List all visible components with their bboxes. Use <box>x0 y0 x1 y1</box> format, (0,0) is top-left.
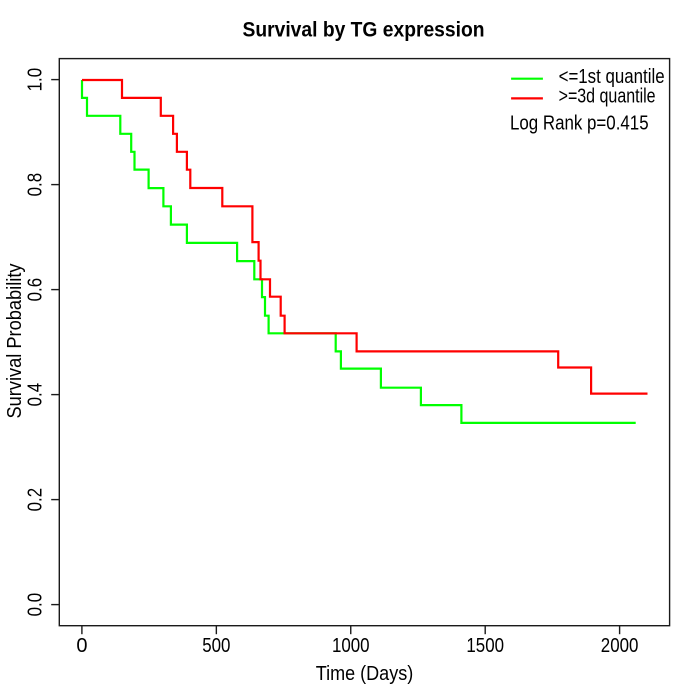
svg-text:0.0: 0.0 <box>25 593 47 617</box>
svg-text:0.8: 0.8 <box>25 173 47 197</box>
svg-text:Survival Probability: Survival Probability <box>4 264 26 419</box>
svg-text:1000: 1000 <box>332 635 370 657</box>
svg-text:1500: 1500 <box>466 635 504 657</box>
svg-text:0.4: 0.4 <box>25 383 47 407</box>
svg-text:Survival by TG expression: Survival by TG expression <box>243 18 485 41</box>
svg-text:0: 0 <box>76 635 87 657</box>
svg-text:0.6: 0.6 <box>25 278 47 302</box>
svg-text:Time (Days): Time (Days) <box>316 663 414 685</box>
svg-text:2000: 2000 <box>601 635 639 657</box>
svg-text:1.0: 1.0 <box>25 68 47 92</box>
svg-text:<=1st quantile: <=1st quantile <box>559 66 665 88</box>
svg-text:0.2: 0.2 <box>25 488 47 512</box>
svg-text:500: 500 <box>202 635 230 657</box>
svg-text:Log Rank p=0.415: Log Rank p=0.415 <box>510 112 649 134</box>
svg-text:>=3d quantile: >=3d quantile <box>559 86 656 108</box>
